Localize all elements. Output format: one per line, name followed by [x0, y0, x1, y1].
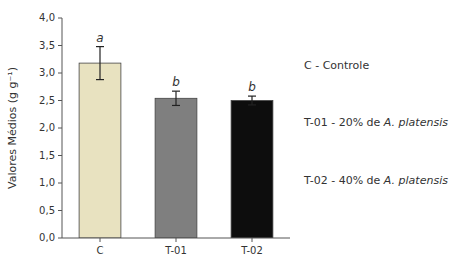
legend-text: T-01 - 20% de [303, 116, 384, 129]
y-tick [58, 210, 62, 211]
x-axis: C T-01 T-02 [62, 238, 290, 256]
y-tick-label: 1,0 [39, 177, 55, 188]
legend-entry: C - Controle [304, 59, 369, 72]
y-tick [58, 100, 62, 101]
error-bar-cap [248, 104, 256, 105]
y-tick [58, 183, 62, 184]
legend-text: C - Controle [304, 59, 369, 72]
legend-text: A. platensis [383, 174, 448, 187]
bar [79, 63, 121, 238]
bar [231, 101, 273, 239]
error-bar-cap [172, 91, 180, 92]
y-tick [58, 155, 62, 156]
x-tick [176, 238, 177, 242]
page: {"chart_data": { "type": "bar", "categor… [0, 0, 473, 274]
x-tick-label: C [97, 245, 104, 256]
legend-entry: T-01 - 20% de A. platensis [303, 116, 448, 129]
legend: C - ControleT-01 - 20% de A. platensisT-… [303, 59, 448, 187]
x-tick-label: T-01 [164, 245, 187, 256]
error-bar-stem [99, 47, 100, 80]
legend-entry: T-02 - 40% de A. platensis [303, 174, 448, 187]
bar [155, 98, 197, 238]
error-bar [96, 47, 104, 80]
y-tick [58, 18, 62, 19]
y-tick-label: 3,0 [39, 67, 55, 78]
error-bar-cap [96, 46, 104, 47]
x-tick [252, 238, 253, 242]
annotation: b [172, 75, 180, 89]
y-tick-label: 4,0 [39, 12, 55, 23]
error-bar-cap [248, 95, 256, 96]
x-tick-label: T-02 [240, 245, 263, 256]
x-tick [100, 238, 101, 242]
y-axis-label: Valores Médios (g g⁻¹) [6, 67, 19, 189]
y-tick [58, 238, 62, 239]
error-bar-stem [175, 91, 176, 105]
y-tick-label: 2,0 [39, 122, 55, 133]
chart: 0,0 0,5 1,0 1,5 2,0 2,5 3,0 3,5 4,0 Valores Médio… [0, 0, 473, 274]
y-tick [58, 128, 62, 129]
y-axis: 0,0 0,5 1,0 1,5 2,0 2,5 3,0 3,5 4,0 [39, 12, 62, 243]
y-tick-label: 2,5 [39, 95, 55, 106]
error-bar-cap [172, 105, 180, 106]
legend-text: A. platensis [383, 116, 448, 129]
y-tick-label: 1,5 [39, 150, 55, 161]
plot-area [79, 47, 273, 238]
y-axis-line [62, 18, 63, 238]
y-tick [58, 73, 62, 74]
error-bar-cap [96, 79, 104, 80]
y-tick-label: 0,5 [39, 205, 55, 216]
legend-text: T-02 - 40% de [303, 174, 384, 187]
error-bar [172, 91, 180, 105]
annotation: a [96, 31, 103, 45]
annotation: b [248, 80, 256, 94]
y-tick-label: 0,0 [39, 232, 55, 243]
error-bar-stem [251, 96, 252, 105]
error-bar [248, 96, 256, 105]
y-tick [58, 45, 62, 46]
y-tick-label: 3,5 [39, 40, 55, 51]
